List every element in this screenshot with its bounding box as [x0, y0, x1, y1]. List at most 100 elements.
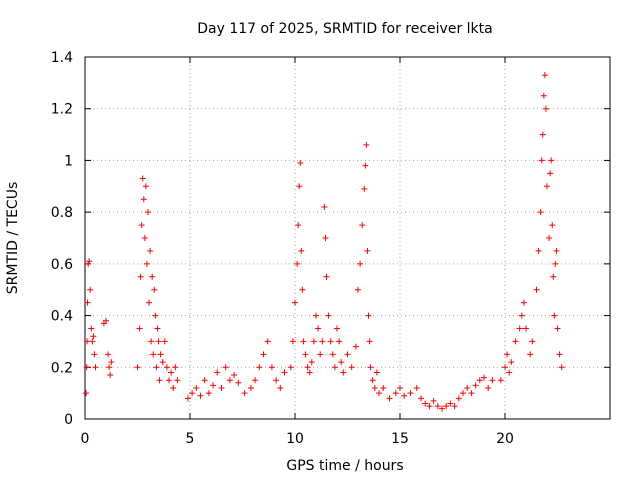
data-point — [540, 92, 547, 99]
data-point — [168, 369, 175, 376]
data-point — [434, 403, 441, 410]
data-point — [327, 338, 334, 345]
data-point — [489, 377, 496, 384]
data-point — [537, 209, 544, 216]
data-point — [210, 382, 217, 389]
data-point — [91, 351, 98, 358]
data-point — [304, 364, 311, 371]
data-point — [281, 369, 288, 376]
data-point — [539, 131, 546, 138]
data-point — [149, 273, 156, 280]
data-point — [139, 175, 146, 182]
data-point — [145, 209, 151, 216]
data-point — [166, 377, 172, 384]
data-point — [325, 312, 332, 319]
data-point — [413, 384, 420, 391]
data-point — [294, 260, 301, 267]
y-tick-label: 1 — [64, 153, 73, 169]
data-point — [106, 364, 113, 371]
data-point — [170, 384, 177, 391]
data-point — [156, 377, 163, 384]
data-point — [363, 141, 370, 148]
data-point — [365, 312, 372, 319]
data-point — [554, 325, 561, 332]
data-point — [308, 359, 315, 366]
data-point — [329, 351, 336, 358]
data-point — [418, 395, 424, 402]
data-point — [538, 157, 545, 164]
data-point — [340, 369, 347, 376]
data-point — [551, 312, 558, 319]
y-tick-label: 0.4 — [51, 309, 73, 325]
data-point — [150, 351, 157, 358]
y-tick-label: 0.8 — [51, 205, 73, 221]
y-axis-label: SRMTID / TECUs — [5, 182, 21, 295]
data-point — [336, 338, 343, 345]
data-point — [443, 403, 450, 410]
data-point — [151, 286, 158, 293]
data-point — [352, 343, 359, 350]
data-point — [542, 105, 549, 112]
chart-title: Day 117 of 2025, SRMTID for receiver lkt… — [197, 21, 492, 37]
data-point — [376, 390, 382, 397]
data-point — [380, 384, 387, 391]
y-tick-label: 0.2 — [51, 360, 73, 376]
data-point — [366, 338, 373, 345]
data-point — [299, 286, 306, 293]
data-point — [157, 351, 164, 358]
data-point — [386, 395, 393, 402]
data-point — [260, 351, 267, 358]
data-point — [313, 312, 319, 319]
data-point — [214, 369, 221, 376]
data-point — [558, 364, 565, 371]
data-point — [107, 372, 114, 379]
data-point — [369, 377, 376, 384]
data-point — [134, 364, 141, 371]
data-point — [300, 338, 307, 345]
axis-ticks: 0 0.2 0.4 0.6 0.8 1 1.2 1.4 0 5 10 15 20 — [51, 50, 610, 447]
data-point — [541, 72, 548, 79]
plot-frame — [84, 56, 611, 420]
data-point — [297, 160, 304, 167]
data-point — [289, 338, 296, 345]
data-point — [556, 351, 563, 358]
data-point — [140, 196, 147, 203]
data-point — [481, 374, 487, 381]
data-point — [338, 359, 345, 366]
data-point — [447, 400, 454, 407]
data-point — [455, 395, 462, 402]
data-point — [553, 247, 560, 254]
data-point — [105, 351, 112, 358]
data-point — [315, 325, 322, 332]
data-point — [548, 157, 555, 164]
data-point — [310, 338, 317, 345]
data-point — [317, 351, 324, 358]
data-point — [547, 170, 554, 177]
data-point — [143, 260, 150, 267]
data-point — [193, 384, 200, 391]
data-point — [523, 325, 529, 332]
data-point — [268, 364, 275, 371]
data-point — [108, 359, 115, 366]
x-tick-label: 20 — [496, 431, 514, 447]
data-point — [264, 338, 271, 345]
data-point — [184, 395, 191, 402]
data-point — [344, 351, 351, 358]
data-point — [472, 382, 479, 389]
data-point — [552, 260, 559, 267]
data-point — [231, 372, 238, 379]
data-point — [90, 333, 97, 340]
x-tick-label: 5 — [186, 431, 195, 447]
data-point — [87, 286, 94, 293]
data-point — [355, 286, 361, 293]
data-point — [148, 338, 155, 345]
data-point — [468, 390, 475, 397]
data-point — [322, 235, 329, 241]
data-point — [252, 377, 259, 384]
data-point — [136, 325, 143, 332]
x-tick-label: 15 — [391, 431, 409, 447]
data-point — [84, 299, 91, 306]
data-point — [222, 364, 229, 371]
data-point — [371, 384, 378, 391]
data-point — [520, 299, 527, 306]
